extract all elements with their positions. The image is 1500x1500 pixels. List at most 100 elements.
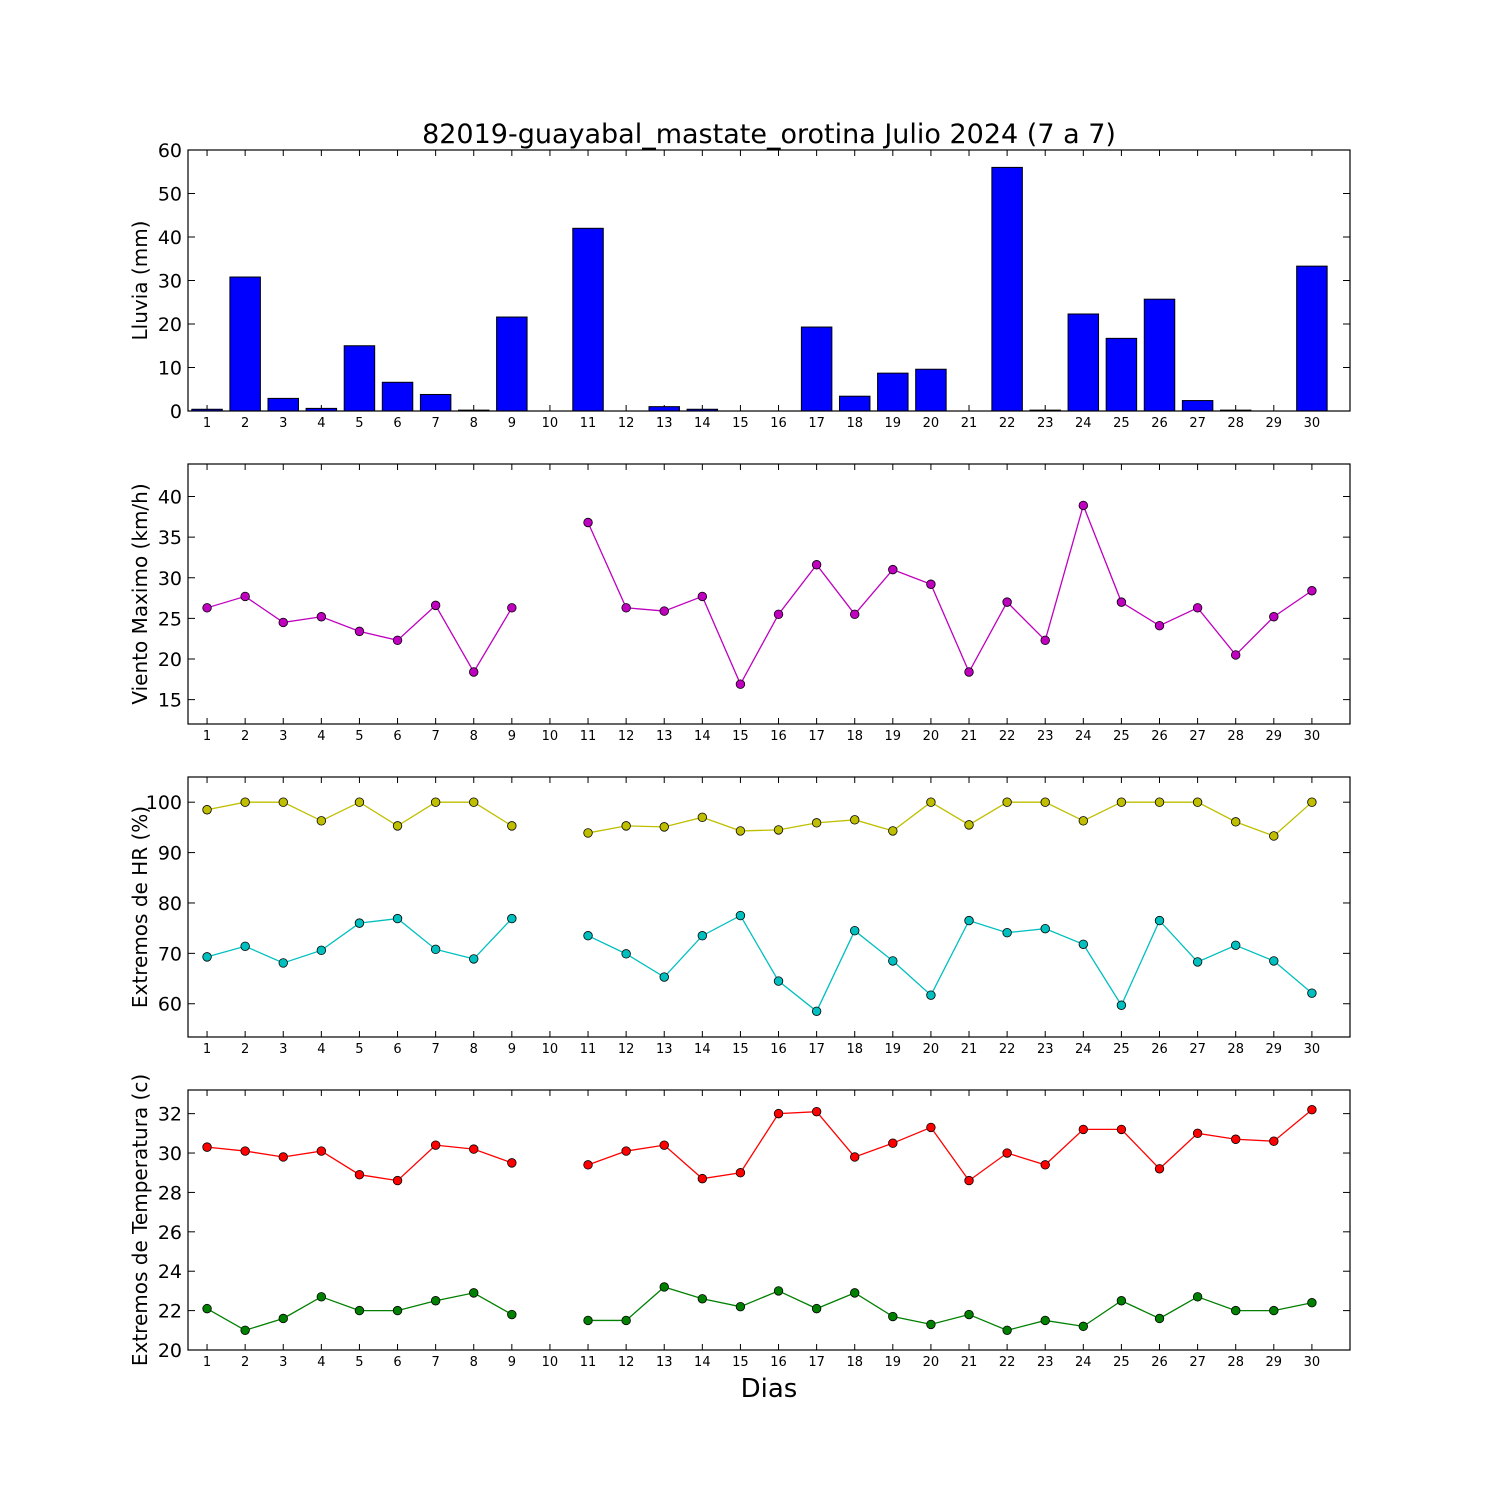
series-2-point — [1040, 1315, 1050, 1326]
x-tick-label: 22 — [999, 1355, 1016, 1370]
x-tick-label: 26 — [1151, 1355, 1168, 1370]
series-1-point — [1269, 612, 1279, 622]
x-tick-label: 18 — [846, 729, 863, 744]
x-tick-label: 21 — [961, 1355, 978, 1370]
x-tick-label: 3 — [279, 416, 287, 431]
x-tick-label: 16 — [770, 1042, 787, 1057]
rain-bar — [800, 326, 833, 412]
x-tick-label: 10 — [542, 1042, 559, 1057]
series-1-point — [1002, 597, 1012, 607]
series-1-point — [850, 609, 860, 620]
series-1-point — [1269, 831, 1279, 841]
x-tick-label: 21 — [961, 1042, 978, 1057]
series-2-point — [659, 972, 669, 982]
series-1-point — [583, 517, 593, 528]
series-2-point — [850, 1288, 860, 1298]
y-tick-label: 70 — [158, 943, 182, 965]
series-1-point — [659, 606, 669, 616]
series-2-point — [1078, 1321, 1089, 1332]
x-tick-label: 8 — [470, 729, 478, 744]
series-1-point — [240, 797, 250, 807]
series-2-point — [1192, 957, 1203, 967]
series-2-point — [354, 918, 365, 928]
rain-bar — [648, 406, 680, 412]
series-2-point — [1040, 923, 1050, 934]
x-tick-label: 20 — [923, 729, 940, 744]
series-1-point — [583, 828, 593, 838]
series-1-point — [1231, 1134, 1241, 1144]
series-1-point — [1269, 1136, 1279, 1146]
x-tick-label: 19 — [885, 416, 902, 431]
y-tick-label: 26 — [158, 1222, 182, 1244]
rain-bar — [915, 368, 947, 412]
series-1-point — [659, 822, 669, 832]
series-1-point — [1231, 650, 1241, 660]
x-tick-label: 15 — [732, 416, 749, 431]
x-tick-label: 13 — [656, 1042, 673, 1057]
x-tick-label: 22 — [999, 1042, 1016, 1057]
y-tick-label: 90 — [158, 843, 182, 865]
series-1-point — [202, 1142, 212, 1152]
x-tick-label: 6 — [393, 1042, 401, 1057]
series-1-point — [1002, 797, 1012, 807]
x-axis-label: Dias — [741, 1374, 798, 1404]
x-tick-label: 18 — [846, 416, 863, 431]
x-tick-label: 12 — [618, 729, 635, 744]
x-tick-label: 13 — [656, 1355, 673, 1370]
x-tick-label: 3 — [279, 1042, 287, 1057]
panel-frame — [187, 1089, 1351, 1351]
y-axis-label: Viento Maximo (km/h) — [128, 483, 152, 704]
series-1-point — [697, 1173, 708, 1184]
series-2-point — [430, 1296, 441, 1306]
series-1-point — [735, 826, 746, 836]
series-1-point — [278, 617, 288, 628]
x-tick-label: 15 — [732, 1355, 749, 1370]
y-tick-label: 30 — [158, 1143, 182, 1165]
series-2-point — [469, 954, 479, 964]
rain-bar — [229, 276, 261, 412]
x-tick-label: 26 — [1151, 729, 1168, 744]
x-tick-label: 20 — [923, 1355, 940, 1370]
series-1-point — [354, 626, 365, 637]
y-tick-label: 30 — [158, 271, 182, 293]
x-tick-label: 29 — [1266, 1042, 1283, 1057]
x-tick-label: 20 — [923, 416, 940, 431]
series-2-point — [1116, 1296, 1127, 1306]
series-1-point — [888, 826, 898, 836]
x-tick-label: 10 — [542, 1355, 559, 1370]
series-1-point — [430, 797, 441, 807]
series-1-point — [316, 612, 327, 622]
y-tick-label: 20 — [158, 649, 182, 671]
panel-frame — [187, 776, 1351, 1038]
rain-bar — [1181, 400, 1214, 412]
x-tick-label: 11 — [580, 1355, 597, 1370]
series-2-point — [354, 1305, 365, 1316]
x-tick-label: 4 — [317, 729, 325, 744]
x-tick-label: 22 — [999, 729, 1016, 744]
series-1-point — [697, 591, 708, 602]
series-2-point — [735, 910, 746, 921]
series-1-point — [926, 797, 936, 807]
x-tick-label: 23 — [1037, 1355, 1054, 1370]
series-1-point — [964, 820, 974, 830]
x-tick-label: 2 — [241, 1042, 249, 1057]
series-2-point — [621, 949, 631, 959]
x-tick-label: 9 — [508, 1355, 516, 1370]
x-tick-label: 27 — [1189, 729, 1206, 744]
series-1-point — [773, 1108, 784, 1119]
x-tick-label: 5 — [355, 1355, 363, 1370]
series-2-point — [240, 941, 250, 952]
x-tick-label: 23 — [1037, 1042, 1054, 1057]
series-1-point — [811, 1106, 822, 1117]
series-2-point — [773, 1286, 784, 1296]
series-1-point — [583, 1160, 593, 1170]
panel-frame — [187, 149, 1351, 412]
rain-bar — [991, 166, 1023, 412]
series-1-point — [621, 1146, 631, 1156]
series-1-point — [469, 667, 479, 677]
series-1-point — [773, 609, 784, 620]
x-tick-label: 7 — [431, 729, 439, 744]
x-tick-label: 6 — [393, 1355, 401, 1370]
